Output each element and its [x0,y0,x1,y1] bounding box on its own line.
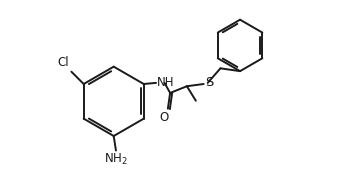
Text: O: O [159,111,168,124]
Text: NH$_2$: NH$_2$ [104,152,128,167]
Text: NH: NH [156,76,174,89]
Text: Cl: Cl [58,56,69,69]
Text: S: S [205,76,213,89]
